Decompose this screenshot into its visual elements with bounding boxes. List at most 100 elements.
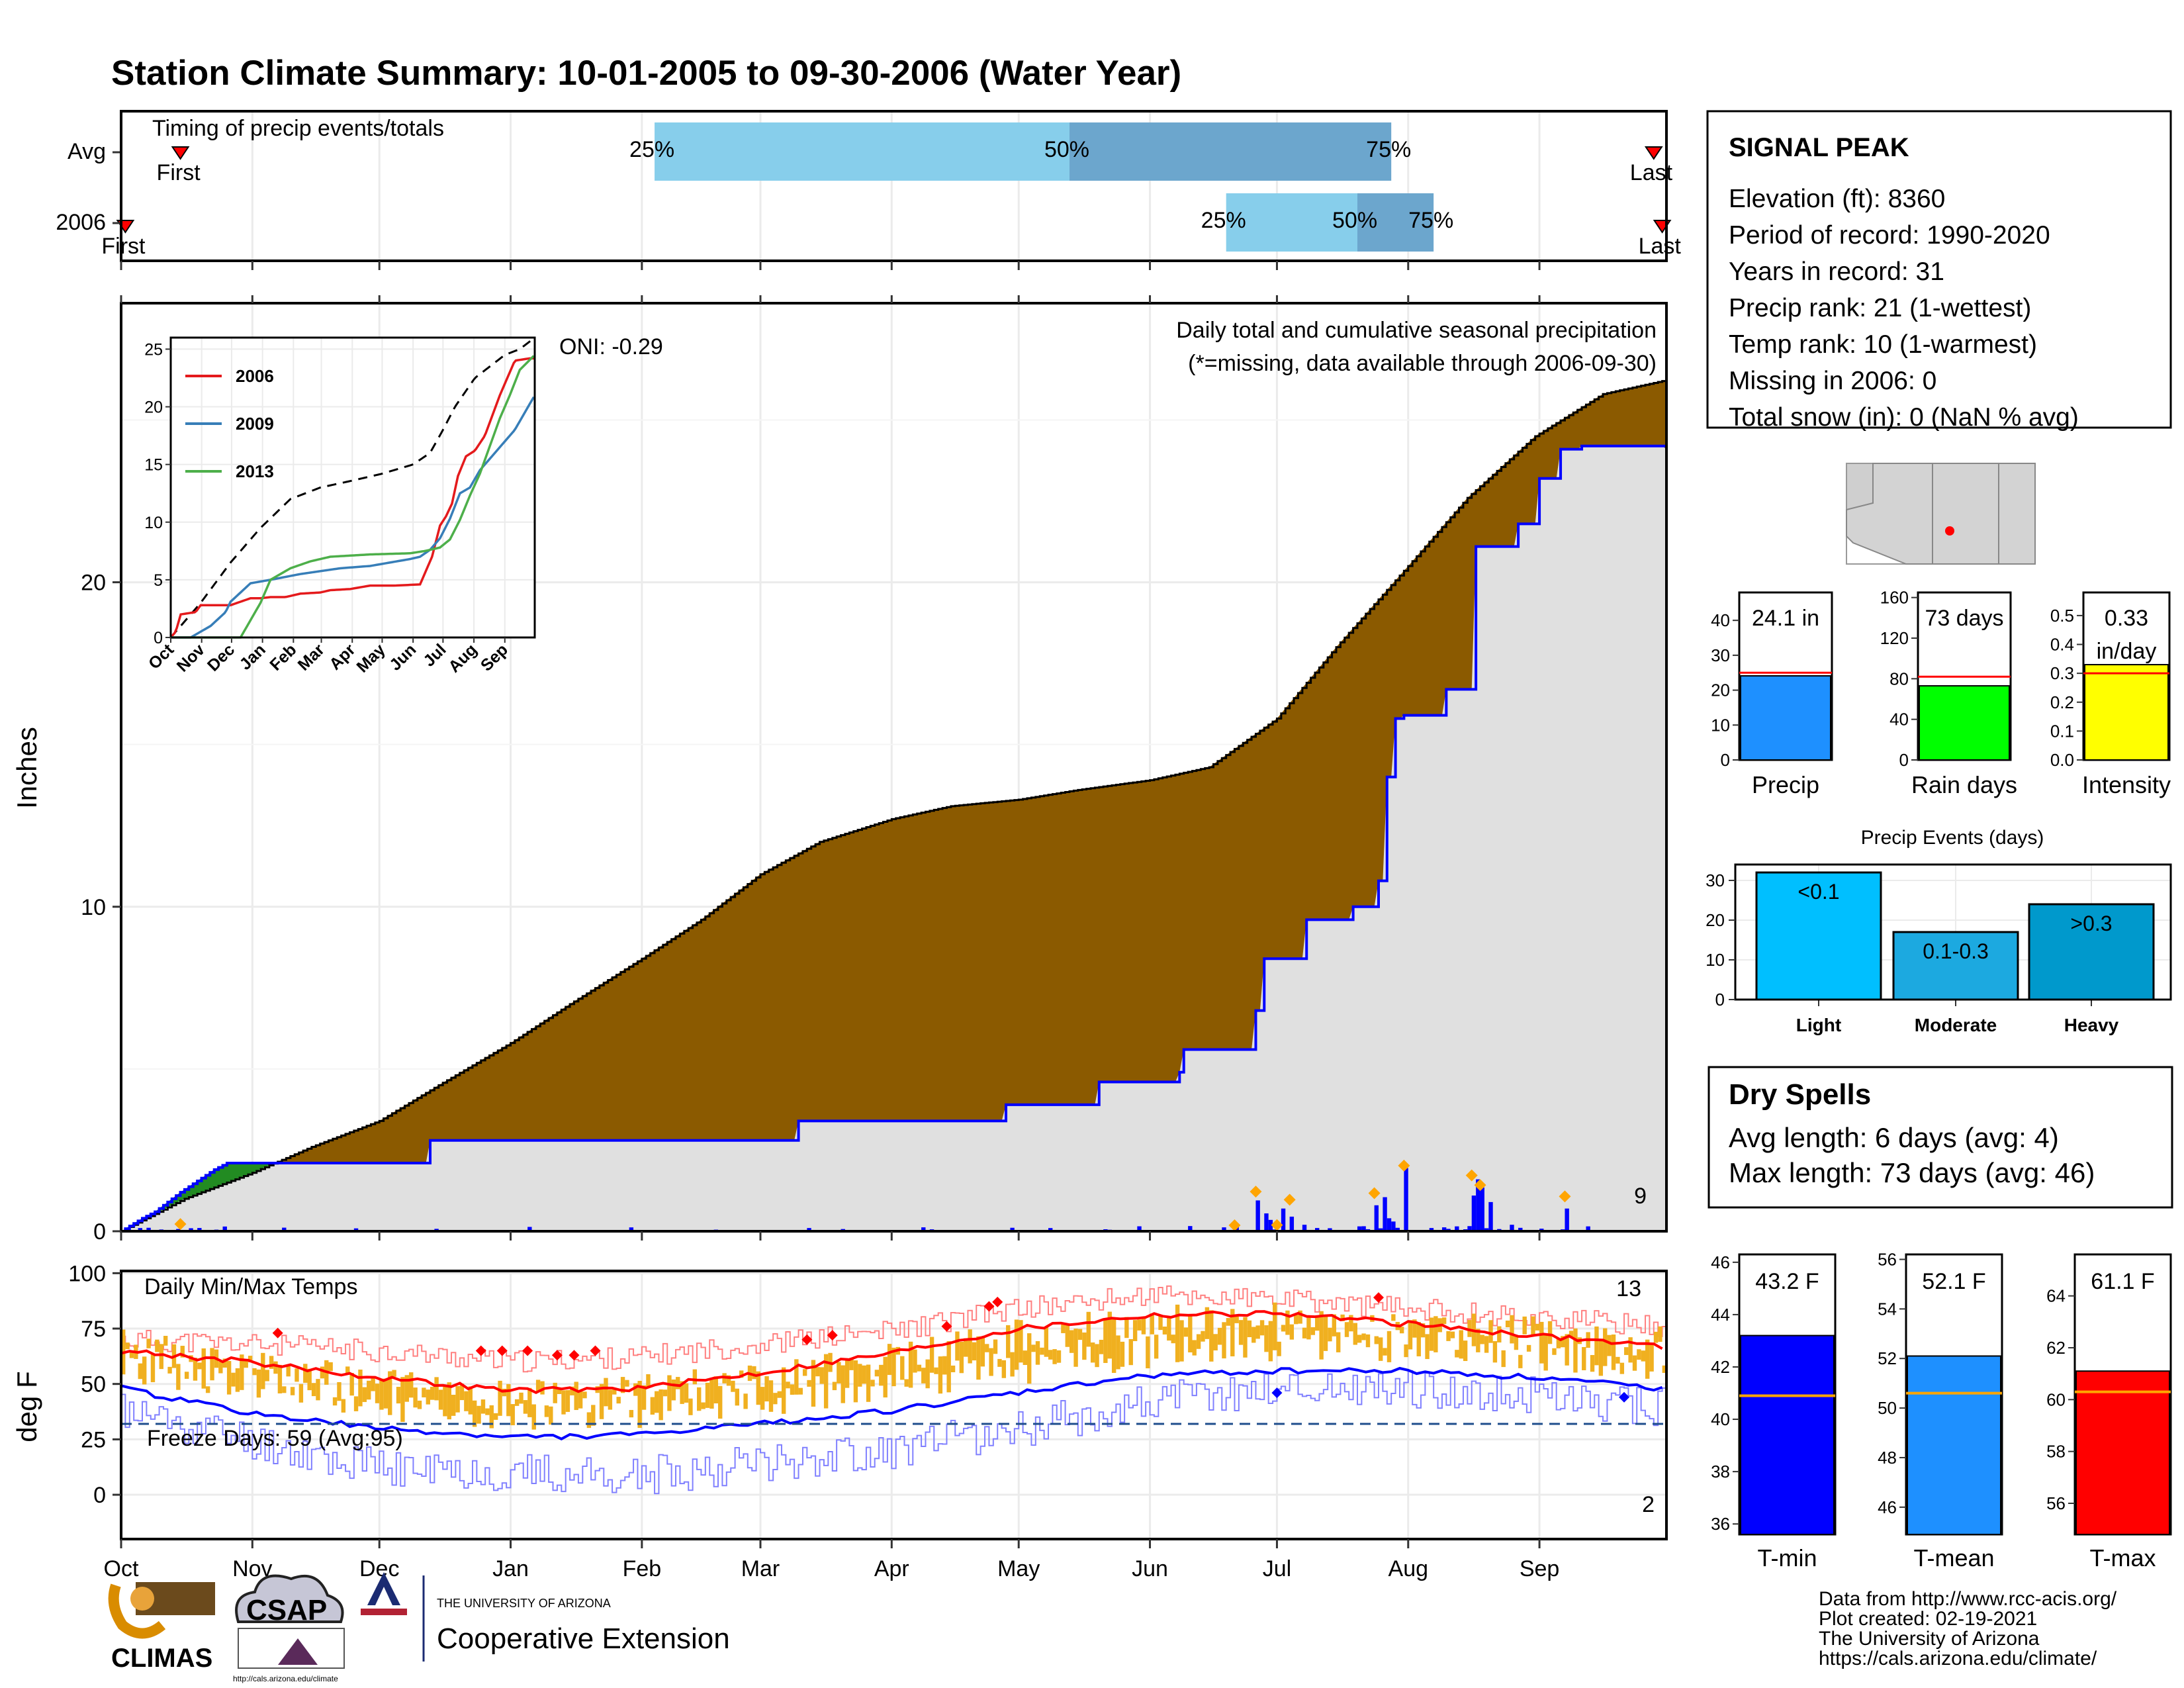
- daily-temp-bar: [777, 1391, 782, 1398]
- month-label: Sep: [1520, 1556, 1560, 1581]
- daily-temp-bar: [684, 1383, 689, 1403]
- temp-ytick-label: 75: [81, 1317, 106, 1342]
- daily-temp-bar: [1632, 1355, 1637, 1371]
- daily-precip-bar: [1361, 1226, 1366, 1231]
- daily-temp-bar: [959, 1341, 964, 1374]
- daily-precip-bar: [1268, 1219, 1273, 1231]
- daily-temp-bar: [570, 1386, 574, 1395]
- daily-precip-bar: [353, 1228, 359, 1231]
- daily-temp-bar: [781, 1367, 786, 1414]
- month-label: Apr: [874, 1556, 909, 1581]
- temp-bar-value: [1740, 1335, 1835, 1535]
- daily-precip-bar: [1391, 1221, 1396, 1231]
- daily-temp-bar: [739, 1370, 744, 1378]
- daily-temp-bar: [1590, 1354, 1595, 1372]
- daily-temp-bar: [616, 1397, 621, 1404]
- daily-temp-bar: [320, 1366, 325, 1379]
- temp-ytick-label: 100: [68, 1261, 106, 1286]
- daily-temp-bar: [180, 1346, 185, 1358]
- temp-bar-value: [2075, 1370, 2170, 1535]
- station-info-box: SIGNAL PEAK Elevation (ft): 8360 Period …: [1706, 110, 2172, 432]
- daily-temp-bar: [1467, 1320, 1472, 1337]
- mini-bar-label: Intensity: [2082, 771, 2171, 798]
- dry-spells-title: Dry Spells: [1729, 1078, 1871, 1111]
- mini-bar-ytick-label: 0.1: [2050, 721, 2074, 741]
- daily-temp-bar: [1048, 1350, 1053, 1360]
- daily-temp-bar: [1497, 1326, 1502, 1343]
- temp-ylabel: deg F: [11, 1371, 42, 1442]
- record-high-marker: [551, 1350, 563, 1361]
- mini-bar-ytick-label: 30: [1711, 645, 1730, 665]
- daily-temp-bar: [1565, 1334, 1569, 1366]
- daily-precip-bar: [1264, 1213, 1269, 1231]
- inset-average-line: [169, 337, 535, 638]
- temp-bar-label: T-min: [1758, 1544, 1817, 1571]
- climas-swoosh: [108, 1583, 166, 1639]
- daily-temp-bar: [282, 1386, 287, 1393]
- daily-precip-bar: [1510, 1225, 1514, 1231]
- daily-temp-bar: [1319, 1311, 1324, 1360]
- inset-ytick-label: 20: [144, 399, 163, 417]
- daily-temp-bar: [1090, 1342, 1095, 1363]
- daily-temp-bar: [1391, 1314, 1396, 1321]
- daily-temp-bar: [248, 1356, 253, 1363]
- month-label: Jun: [1132, 1556, 1168, 1581]
- daily-temp-bar: [1069, 1330, 1074, 1353]
- daily-precip-bar: [1395, 1227, 1400, 1231]
- average-max-line: [120, 1310, 1663, 1395]
- daily-temp-bar: [1328, 1327, 1332, 1342]
- daily-temp-bar: [176, 1364, 181, 1390]
- daily-temp-bar: [866, 1364, 871, 1402]
- daily-temp-bar: [1420, 1323, 1426, 1338]
- temp-bg: [121, 1271, 1666, 1539]
- map-state-texas: [1998, 463, 2036, 565]
- daily-temp-bar: [1441, 1317, 1447, 1325]
- daily-temp-bar: [620, 1377, 625, 1393]
- daily-temp-bar: [1065, 1324, 1069, 1347]
- daily-temp-bar: [1150, 1313, 1154, 1335]
- daily-temp-bar: [1179, 1320, 1184, 1362]
- precip-observed-fill: [121, 445, 1666, 1231]
- daily-temp-bar: [1378, 1337, 1383, 1361]
- daily-temp-bar: [904, 1379, 909, 1387]
- timing-title: Timing of precip events/totals: [152, 116, 444, 141]
- timing-frame: [120, 110, 1668, 262]
- daily-precip-bar: [1476, 1179, 1480, 1231]
- temp-bar-ytick-label: 52: [1878, 1348, 1897, 1368]
- daily-precip-bar: [1455, 1226, 1459, 1231]
- month-label: Feb: [623, 1556, 662, 1581]
- inset-series-line: [169, 357, 534, 639]
- temp-frame: [120, 1270, 1668, 1540]
- daily-temp-bar: [498, 1380, 502, 1416]
- daily-precip-bar: [1010, 1227, 1015, 1231]
- daily-temp-bar: [718, 1385, 723, 1419]
- daily-temp-bar: [1488, 1320, 1493, 1343]
- daily-temp-bar: [535, 1380, 541, 1392]
- temp-bar-ytick-label: 42: [1711, 1357, 1730, 1377]
- credit-line: https://cals.arizona.edu/climate/: [1819, 1648, 2097, 1669]
- daily-temp-bar: [997, 1358, 1002, 1367]
- daily-temp-bar: [650, 1397, 655, 1415]
- daily-precip-bar: [1387, 1218, 1392, 1231]
- daily-temp-bar: [1323, 1315, 1328, 1351]
- daily-temp-bar: [972, 1342, 977, 1361]
- mini-bar-ytick-label: 0.0: [2050, 750, 2074, 770]
- events-title: Precip Events (days): [1861, 827, 2044, 849]
- csap-text: CSAP: [246, 1594, 327, 1626]
- precip-ytick-label: 10: [81, 895, 106, 920]
- daily-temp-bar: [392, 1370, 396, 1377]
- credit-line: The University of Arizona: [1819, 1628, 2040, 1650]
- daily-temp-bar: [1226, 1318, 1231, 1326]
- daily-temp-bar: [794, 1359, 799, 1395]
- daily-precip-bar: [1281, 1208, 1286, 1231]
- daily-temp-bar: [235, 1368, 240, 1392]
- daily-temp-bar: [1450, 1331, 1455, 1338]
- daily-temp-bar: [667, 1375, 672, 1411]
- daily-temp-bar: [142, 1356, 147, 1385]
- daily-temp-bar: [968, 1329, 972, 1364]
- inset-ytick-label: 15: [144, 456, 163, 475]
- daily-temp-bar: [955, 1331, 960, 1361]
- daily-temp-bar: [591, 1405, 596, 1426]
- daily-temp-bar: [1662, 1365, 1666, 1373]
- daily-temp-bar: [1006, 1325, 1011, 1358]
